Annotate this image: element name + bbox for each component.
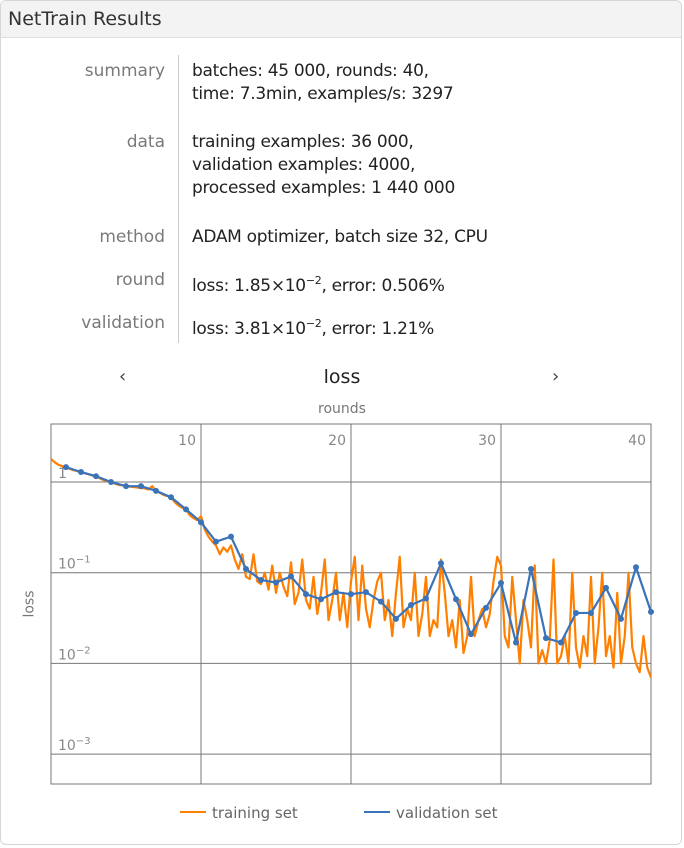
validation-point xyxy=(348,591,354,598)
validation-point xyxy=(543,635,549,642)
validation-point xyxy=(603,584,609,591)
validation-point xyxy=(483,604,489,611)
summary-line: time: 7.3min, examples/s: 3297 xyxy=(192,84,454,104)
validation-point xyxy=(213,538,219,545)
validation-point xyxy=(378,598,384,605)
validation-point xyxy=(228,533,234,540)
validation-loss-exponent: −2 xyxy=(305,317,322,330)
y-tick-label: 10−1 xyxy=(58,555,91,573)
legend-validation: validation set xyxy=(364,804,498,822)
x-tick-label: 10 xyxy=(178,433,196,449)
method-value: ADAM optimizer, batch size 32, CPU xyxy=(192,227,488,247)
validation-point xyxy=(198,519,204,526)
validation-point xyxy=(513,639,519,646)
validation-swatch xyxy=(364,811,390,813)
validation-point xyxy=(558,639,564,646)
x-axis-label: rounds xyxy=(318,401,366,417)
summary-label: summary xyxy=(84,61,165,81)
validation-point xyxy=(528,565,534,572)
validation-point xyxy=(123,483,129,490)
legend-training: training set xyxy=(180,804,298,822)
validation-label: validation xyxy=(81,313,165,333)
validation-point xyxy=(273,579,279,586)
summary-value: batches: 45 000, rounds: 40, time: 7.3min… xyxy=(192,60,454,106)
round-value: loss: 1.85×10−2, error: 0.506% xyxy=(192,269,445,298)
validation-point xyxy=(393,615,399,622)
validation-point xyxy=(333,589,339,596)
validation-point xyxy=(408,602,414,609)
round-label: round xyxy=(115,270,165,290)
validation-point xyxy=(588,609,594,616)
validation-point xyxy=(288,573,294,580)
round-loss: loss: 1.85×10 xyxy=(192,276,306,296)
x-tick-label: 20 xyxy=(328,433,346,449)
validation-point xyxy=(63,464,69,471)
validation-point xyxy=(618,615,624,622)
validation-point xyxy=(648,608,654,615)
data-value: training examples: 36 000, validation exa… xyxy=(192,131,455,200)
validation-point xyxy=(243,565,249,572)
validation-loss: loss: 3.81×10 xyxy=(192,319,306,339)
y-tick-label: 1 xyxy=(58,466,67,482)
validation-value: loss: 3.81×10−2, error: 1.21% xyxy=(192,312,434,341)
validation-point xyxy=(168,494,174,501)
data-line: training examples: 36 000, xyxy=(192,132,414,152)
panel-title: NetTrain Results xyxy=(8,8,162,30)
validation-point xyxy=(78,469,84,476)
panel-header: NetTrain Results xyxy=(1,1,681,38)
training-swatch xyxy=(180,811,206,813)
data-line: validation examples: 4000, xyxy=(192,155,416,175)
validation-point xyxy=(93,473,99,480)
validation-point xyxy=(633,564,639,571)
round-loss-exponent: −2 xyxy=(305,274,322,287)
next-chart-button[interactable]: › xyxy=(552,366,560,387)
validation-point xyxy=(453,596,459,603)
validation-point xyxy=(318,596,324,603)
validation-point xyxy=(438,560,444,567)
summary-line: batches: 45 000, rounds: 40, xyxy=(192,61,429,81)
table-divider xyxy=(178,55,179,343)
y-tick-label: 10−2 xyxy=(58,645,91,663)
validation-point xyxy=(153,487,159,494)
prev-chart-button[interactable]: ‹ xyxy=(119,366,127,387)
validation-error: , error: 1.21% xyxy=(321,319,435,339)
legend-training-label: training set xyxy=(212,804,298,822)
validation-point xyxy=(573,609,579,616)
validation-loss-line xyxy=(65,466,653,644)
x-tick-label: 40 xyxy=(628,433,646,449)
y-tick-label: 10−3 xyxy=(58,736,91,754)
legend-validation-label: validation set xyxy=(396,804,498,822)
validation-point xyxy=(258,577,264,584)
validation-point xyxy=(423,595,429,602)
validation-point xyxy=(498,580,504,587)
validation-point xyxy=(183,506,189,513)
training-loss-line xyxy=(51,458,651,678)
data-label: data xyxy=(126,132,165,152)
data-line: processed examples: 1 440 000 xyxy=(192,178,455,198)
validation-point xyxy=(138,483,144,490)
validation-point xyxy=(303,591,309,598)
method-label: method xyxy=(99,227,165,247)
round-error: , error: 0.506% xyxy=(321,276,445,296)
x-tick-label: 30 xyxy=(478,433,496,449)
chart-title: loss xyxy=(323,366,361,388)
validation-point xyxy=(468,631,474,638)
validation-point xyxy=(108,479,114,486)
validation-point xyxy=(363,589,369,596)
